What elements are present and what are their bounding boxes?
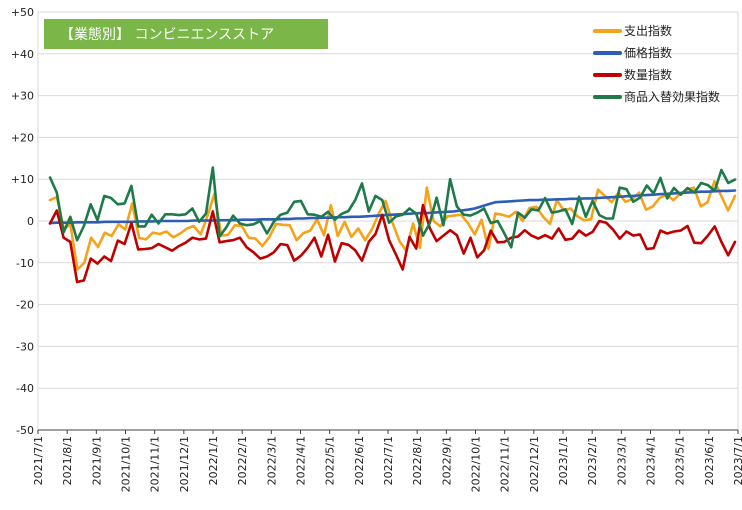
- chart-title-background: [44, 19, 328, 49]
- y-tick-label: -40: [16, 382, 34, 395]
- x-tick-label: 2022/6/1: [353, 436, 366, 485]
- x-tick-label: 2022/9/1: [440, 436, 453, 485]
- x-tick-label: 2023/6/1: [703, 436, 716, 485]
- y-tick-label: +30: [11, 90, 34, 103]
- y-tick-label: +20: [11, 131, 34, 144]
- chart-title-box: 【業態別】 コンビニエンスストア: [44, 19, 328, 49]
- x-tick-label: 2022/10/1: [470, 436, 483, 492]
- y-tick-label: +40: [11, 48, 34, 61]
- x-tick-label: 2022/7/1: [382, 436, 395, 485]
- series-line-1: [48, 180, 737, 271]
- y-tick-label: -30: [16, 340, 34, 353]
- x-tick-label: 2023/1/1: [557, 436, 570, 485]
- legend-label: 価格指数: [624, 45, 672, 60]
- y-axis-tick-labels: +50 +40 +30 +20 +10 0 -10 -20 -30 -40 -50: [11, 6, 34, 437]
- x-tick-label: 2021/9/1: [90, 436, 103, 485]
- plot-area-frame: [37, 12, 739, 431]
- x-tick-label: 2021/11/1: [149, 436, 162, 492]
- x-tick-label: 2022/3/1: [265, 436, 278, 485]
- x-tick-label: 2022/1/1: [207, 436, 220, 485]
- series-line-4: [48, 166, 737, 249]
- x-tick-label: 2021/10/1: [120, 436, 133, 492]
- x-tick-label: 2022/2/1: [236, 436, 249, 485]
- series-line-3: [48, 203, 737, 284]
- x-tick-label: 2023/7/1: [732, 436, 742, 485]
- x-tick-label: 2023/2/1: [586, 436, 599, 485]
- y-tick-label: 0: [27, 215, 34, 228]
- y-tick-label: -20: [16, 299, 34, 312]
- y-tick-label: -50: [16, 424, 34, 437]
- x-tick-label: 2022/5/1: [324, 436, 337, 485]
- x-axis-tick-labels: 2021/7/1 2021/8/1 2021/9/1 2021/10/1 2021/11…: [32, 430, 742, 492]
- x-tick-label: 2021/12/1: [178, 436, 191, 492]
- y-tick-label: -10: [16, 257, 34, 270]
- series-line-2: [48, 189, 737, 225]
- legend-label: 支出指数: [624, 23, 672, 38]
- x-tick-label: 2022/8/1: [411, 436, 424, 485]
- legend-label: 数量指数: [624, 67, 672, 82]
- chart-title: 【業態別】 コンビニエンスストア: [60, 27, 274, 43]
- y-tick-label: +50: [11, 6, 34, 19]
- x-tick-label: 2022/11/1: [499, 436, 512, 492]
- x-tick-label: 2022/12/1: [528, 436, 541, 492]
- x-tick-label: 2022/4/1: [295, 436, 308, 485]
- legend-label: 商品入替効果指数: [624, 89, 720, 104]
- x-tick-label: 2023/5/1: [674, 436, 687, 485]
- x-tick-label: 2021/7/1: [32, 436, 45, 485]
- x-tick-label: 2023/4/1: [645, 436, 658, 485]
- x-tick-label: 2023/3/1: [615, 436, 628, 485]
- y-tick-label: +10: [11, 173, 34, 186]
- x-tick-label: 2021/8/1: [61, 436, 74, 485]
- series-lines: [48, 166, 737, 284]
